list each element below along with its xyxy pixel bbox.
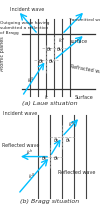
Text: Incident wave: Incident wave (3, 111, 37, 116)
Text: $\theta_0$: $\theta_0$ (52, 136, 59, 145)
Text: Outgoing wave having
submitted a reflection
of Bragg: Outgoing wave having submitted a reflect… (0, 21, 50, 35)
Text: Atomic planes: Atomic planes (0, 36, 5, 71)
Text: $\theta_0$: $\theta_0$ (40, 154, 47, 163)
Text: Reflected wave: Reflected wave (58, 170, 95, 175)
Text: Surface: Surface (75, 95, 94, 99)
Text: Refracted wave: Refracted wave (70, 64, 100, 76)
Text: $k^0$: $k^0$ (28, 171, 35, 180)
Text: $k^h$: $k^h$ (26, 147, 33, 157)
Text: $k$: $k$ (44, 92, 48, 101)
Text: Transmitted wave: Transmitted wave (68, 18, 100, 22)
Text: $\theta_h$: $\theta_h$ (48, 57, 54, 66)
Text: $k^0$: $k^0$ (27, 75, 34, 85)
Text: Incident wave: Incident wave (10, 7, 44, 12)
Text: (a) Laue situation: (a) Laue situation (22, 101, 78, 106)
Text: $\theta_h$: $\theta_h$ (56, 45, 62, 54)
Text: $\theta_h$: $\theta_h$ (53, 154, 59, 163)
Text: $\theta_0$: $\theta_0$ (46, 45, 52, 54)
Text: (b) Bragg situation: (b) Bragg situation (20, 199, 80, 204)
Text: $k^h$: $k^h$ (58, 36, 65, 45)
Text: $k^h$: $k^h$ (68, 120, 75, 129)
Text: Reflected wave: Reflected wave (2, 143, 39, 148)
Text: $\theta_h$: $\theta_h$ (65, 136, 71, 145)
Text: surface: surface (70, 39, 88, 44)
Text: $\theta_0$: $\theta_0$ (38, 57, 44, 66)
